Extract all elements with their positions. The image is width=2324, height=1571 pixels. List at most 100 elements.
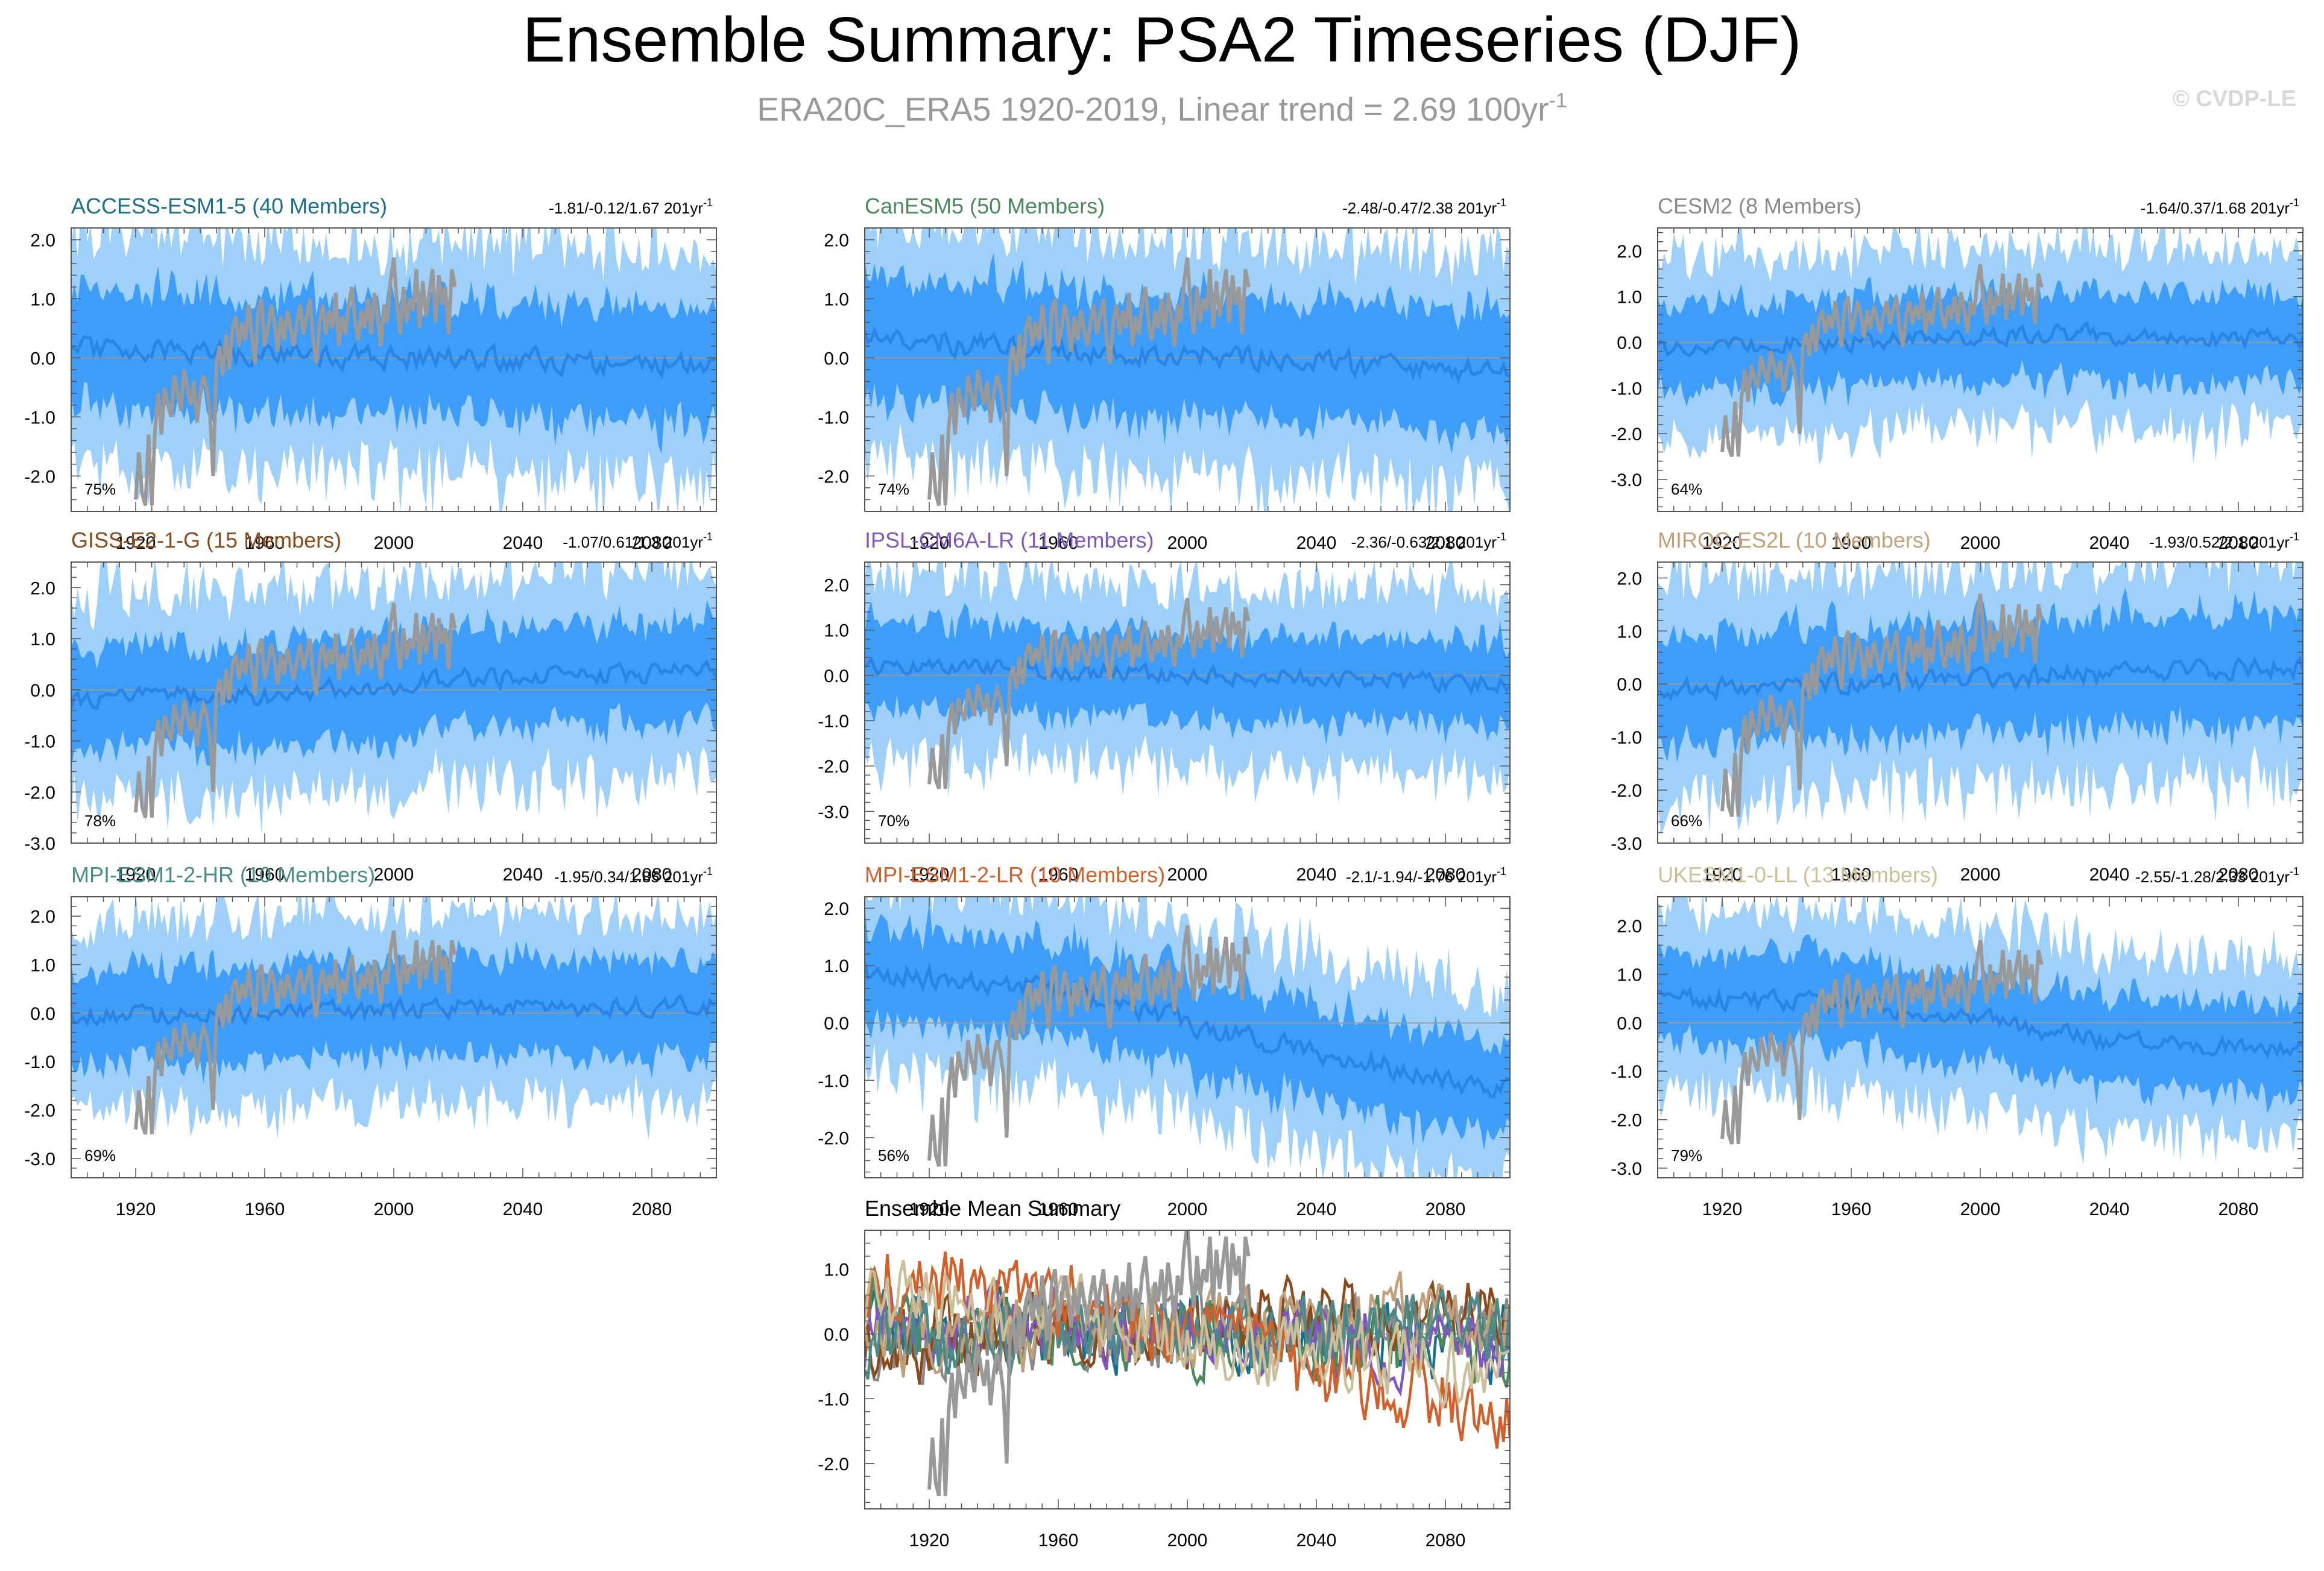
y-tick-label: -2.0 (818, 1455, 849, 1475)
trend-label: -2.36/-0.63/2.1 201yr-1 (1351, 531, 1506, 551)
trend-values: -2.55/-1.28/2.33 201yr (2135, 868, 2290, 886)
x-tick-label: 2000 (374, 1200, 414, 1219)
y-tick-label: 2.0 (1617, 242, 1642, 262)
trend-label: -1.93/0.52/2.1 201yr-1 (2149, 531, 2299, 551)
observation-line (1720, 264, 2044, 458)
x-tick-label: 2080 (632, 865, 672, 885)
chart-panel-8: 1920 1960 2000 2040 2080 2.0 1.0 0.0 -1.0 -2.0 MPI… (818, 862, 1511, 1219)
trend-values: -1.64/0.37/1.68 201yr (2141, 199, 2290, 217)
x-tick-label: 1920 (116, 865, 156, 885)
chart-panel-4: 1920 1960 2000 2040 2080 2.0 1.0 0.0 -1.0 -2.0 -3.… (24, 528, 717, 885)
x-tick-label: 1960 (245, 865, 285, 885)
x-tick-label: 2080 (1426, 865, 1466, 885)
inner-spread-band (1658, 934, 2303, 1113)
trend-values: -1.81/-0.12/1.67 201yr (549, 199, 703, 217)
chart-panel-3: 1920 1960 2000 2040 2080 2.0 1.0 0.0 -1.0 -2.0 -3.… (1611, 194, 2303, 553)
trend-exponent: -1 (1497, 197, 1506, 209)
y-tick-label: 2.0 (30, 231, 55, 251)
x-tick-label: 1960 (1038, 533, 1079, 553)
x-tick-label: 1920 (909, 1531, 950, 1550)
y-tick-label: 2.0 (30, 578, 55, 598)
x-tick-label: 1960 (1831, 533, 1872, 553)
panel-title: ACCESS-ESM1-5 (40 Members) (71, 194, 387, 218)
x-tick-label: 1960 (1038, 1531, 1079, 1550)
trend-exponent: -1 (2290, 531, 2299, 543)
trend-label: -1.95/0.34/1.85 201yr-1 (554, 865, 713, 886)
figure-subtitle: ERA20C_ERA5 1920-2019, Linear trend = 2.… (757, 89, 1567, 128)
x-tick-label: 2040 (1296, 533, 1337, 553)
y-tick-label: -2.0 (24, 1101, 55, 1121)
x-tick-label: 2080 (2218, 533, 2259, 553)
ensemble-mean-line (71, 659, 716, 710)
inner-spread-band (71, 266, 716, 455)
x-tick-label: 2000 (1167, 1531, 1208, 1550)
y-tick-label: -1.0 (1611, 1062, 1642, 1082)
x-tick-label: 1960 (1831, 1200, 1872, 1219)
chart-panel-5: 1920 1960 2000 2040 2080 2.0 1.0 0.0 -1.0 -2.0 -3.… (818, 528, 1511, 885)
y-tick-label: -2.0 (24, 783, 55, 803)
ensemble-mean-line (1658, 655, 2303, 702)
y-tick-label: -2.0 (818, 467, 849, 487)
x-tick-label: 1920 (909, 1200, 950, 1219)
observation-line (134, 257, 457, 506)
x-tick-label: 1920 (116, 1200, 156, 1219)
x-tick-label: 1960 (1038, 865, 1079, 885)
y-tick-label: -1.0 (818, 712, 849, 732)
x-tick-label: 2040 (2089, 1200, 2130, 1219)
y-tick-label: -1.0 (24, 1052, 55, 1072)
trend-exponent: -1 (2290, 865, 2299, 877)
x-tick-label: 2000 (1167, 1200, 1208, 1219)
plot-area (865, 228, 1510, 511)
percent-label: 74% (878, 480, 909, 498)
percent-label: 56% (878, 1146, 909, 1165)
trend-label: -2.48/-0.47/2.38 201yr-1 (1342, 197, 1506, 217)
panel-title: Ensemble Mean Summary (865, 1196, 1120, 1221)
inner-spread-band (865, 601, 1510, 745)
y-tick-label: 0.0 (824, 1014, 849, 1034)
panel-title: UKESM1-0-LL (13 Members) (1658, 862, 1938, 887)
x-tick-label: 2080 (1426, 1200, 1466, 1219)
plot-area (865, 1230, 1510, 1497)
x-tick-label: 2040 (503, 1200, 543, 1219)
y-tick-label: 0.0 (824, 1325, 849, 1345)
y-tick-label: -3.0 (818, 802, 849, 822)
credit-label: © CVDP-LE (2173, 86, 2296, 112)
x-tick-label: 2000 (1167, 865, 1208, 885)
x-tick-label: 2080 (1426, 533, 1466, 553)
y-tick-label: 1.0 (824, 1260, 849, 1280)
percent-label: 79% (1671, 1146, 1702, 1165)
series-line-mpi-esm1-2-lr (865, 1251, 1510, 1449)
y-tick-label: 0.0 (1617, 333, 1642, 353)
y-tick-label: 1.0 (824, 621, 849, 641)
y-tick-label: 1.0 (824, 956, 849, 976)
chart-panel-1: 1920 1960 2000 2040 2080 2.0 1.0 0.0 -1.0 -2.0 ACC… (24, 194, 717, 553)
plot-area (71, 562, 716, 834)
x-tick-label: 2000 (374, 865, 414, 885)
x-tick-label: 2040 (503, 865, 543, 885)
x-tick-label: 1920 (116, 533, 156, 553)
x-tick-label: 1960 (245, 533, 285, 553)
series-line-miroc-es2l (865, 1271, 1510, 1377)
x-tick-label: 2000 (1960, 865, 2001, 885)
x-tick-label: 1920 (1702, 1200, 1743, 1219)
y-tick-label: 2.0 (824, 899, 849, 919)
observation-line (1720, 940, 2044, 1145)
x-tick-label: 1960 (1038, 1200, 1079, 1219)
percent-label: 75% (84, 480, 116, 498)
panel-title: MPI-ESM1-2-HR (10 Members) (71, 862, 375, 887)
trend-exponent: -1 (2290, 197, 2299, 209)
trend-exponent: -1 (703, 531, 713, 543)
ensemble-mean-line (71, 335, 716, 380)
x-tick-label: 2040 (2089, 533, 2130, 553)
y-tick-label: 0.0 (30, 1004, 55, 1024)
x-tick-label: 2080 (632, 533, 672, 553)
observation-line (927, 925, 1251, 1167)
chart-panel-2: 1920 1960 2000 2040 2080 2.0 1.0 0.0 -1.0 -2.0 Can… (818, 194, 1511, 553)
y-tick-label: 2.0 (30, 907, 55, 927)
y-tick-label: 1.0 (1617, 288, 1642, 308)
y-tick-label: -3.0 (24, 1149, 55, 1169)
panel-title: CESM2 (8 Members) (1658, 194, 1861, 218)
panels-container: 1920 1960 2000 2040 2080 2.0 1.0 0.0 -1.0 -2.0 ACC… (24, 194, 2303, 1550)
y-tick-label: -2.0 (818, 757, 849, 777)
panel-title: MIROC-ES2L (10 Members) (1658, 528, 1931, 552)
